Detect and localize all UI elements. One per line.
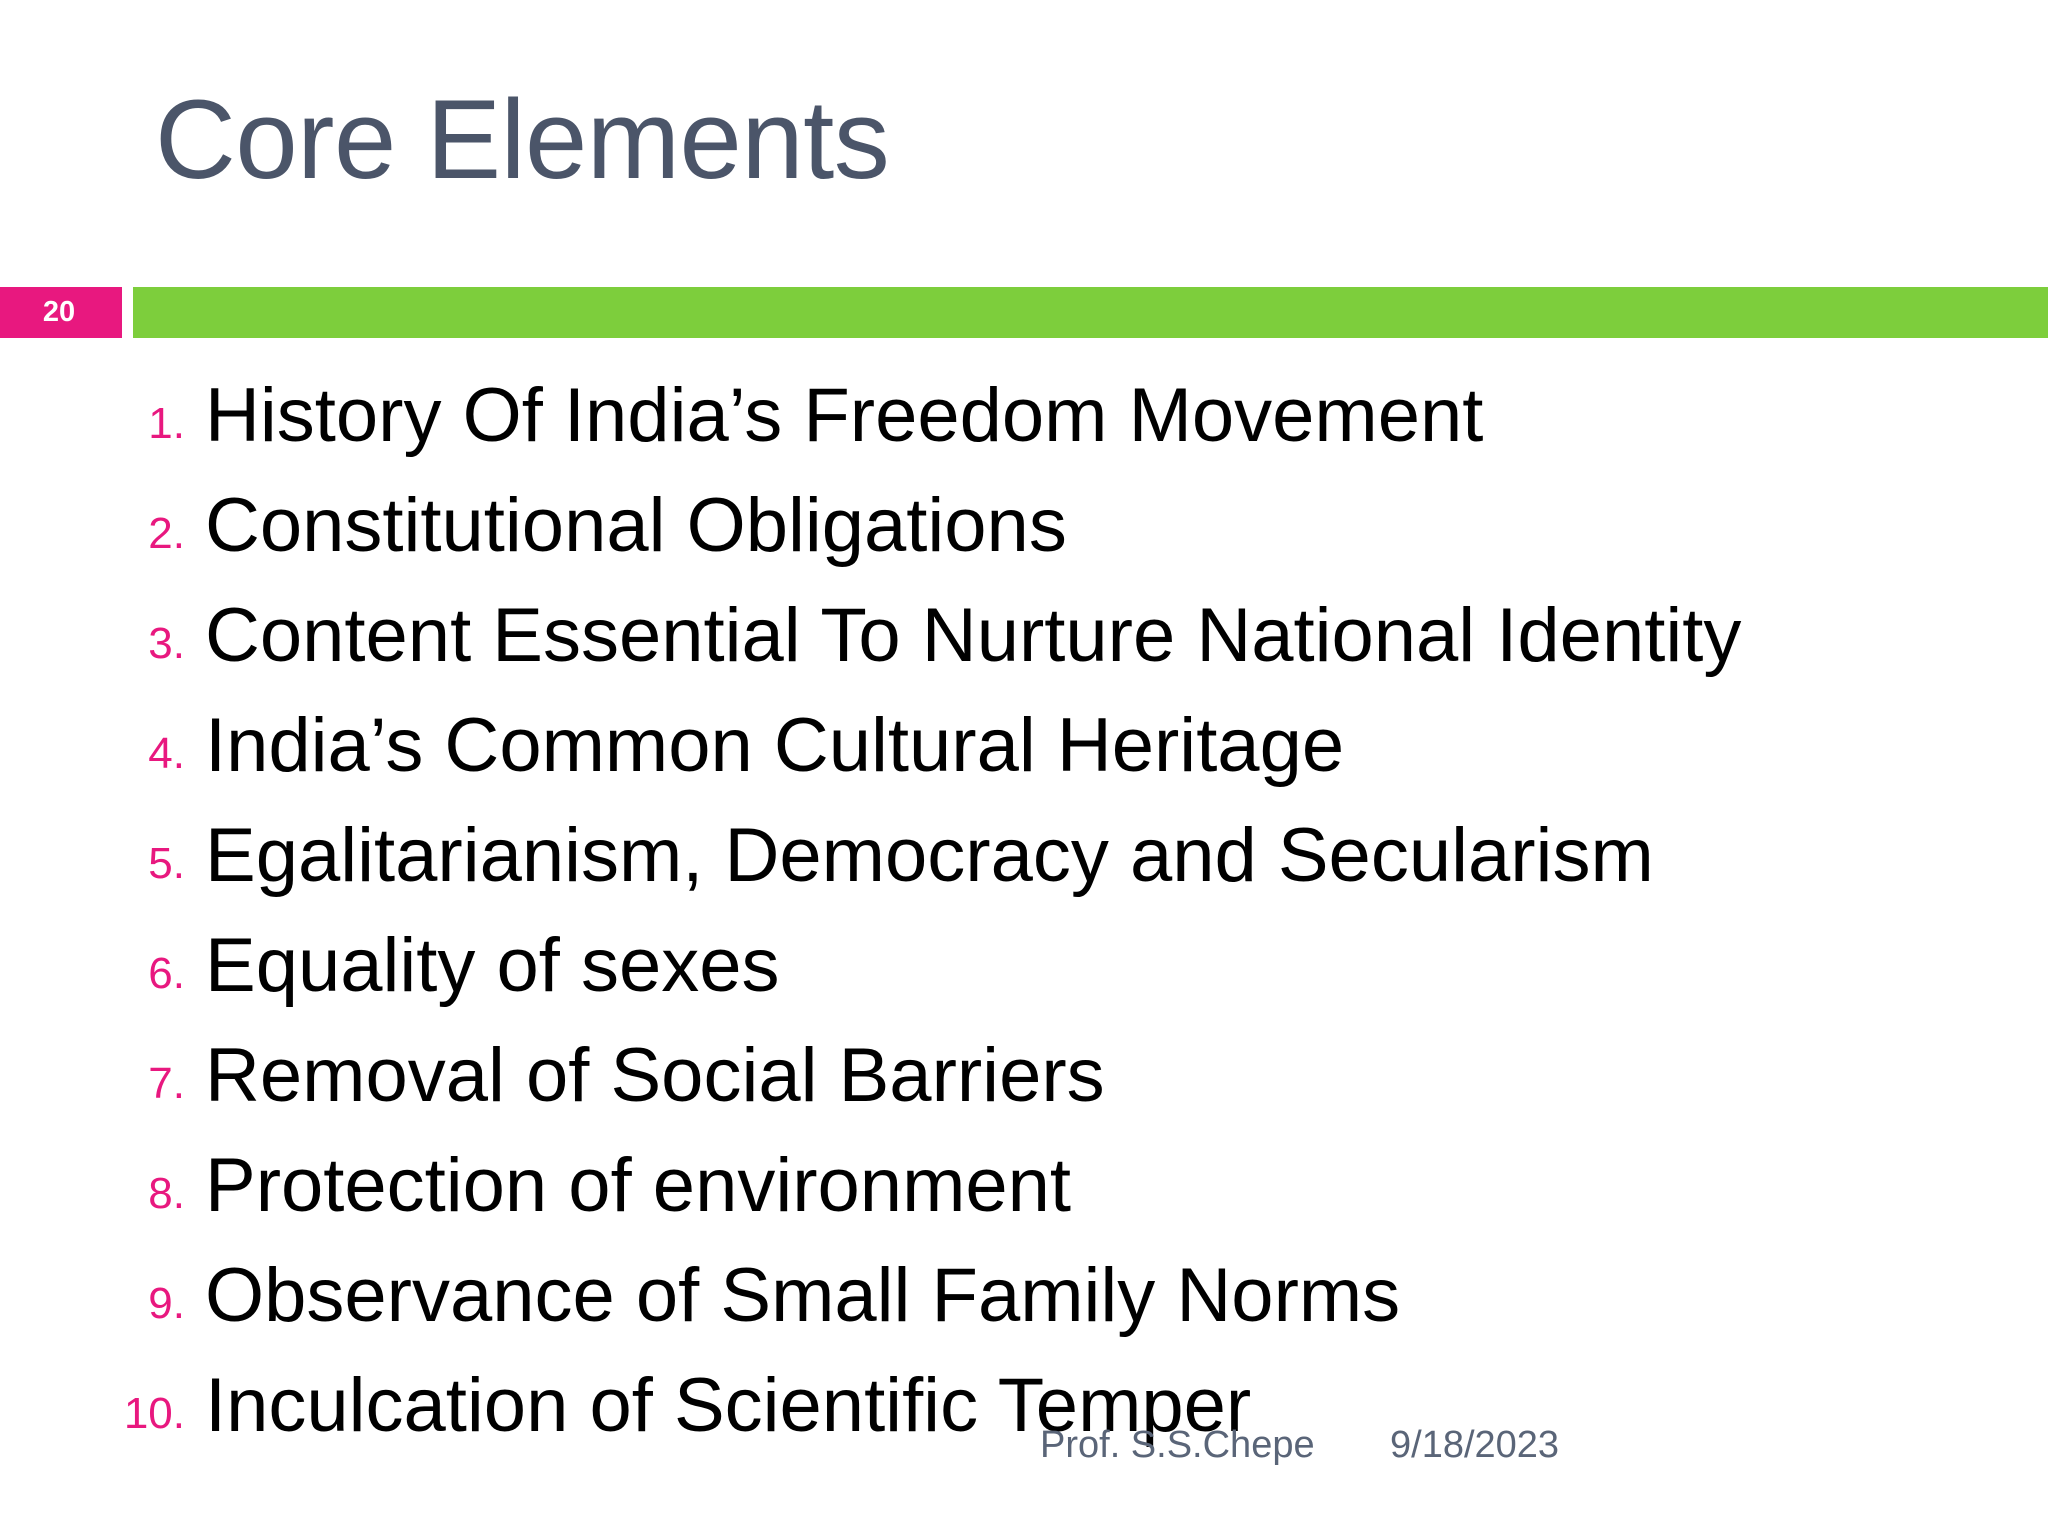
list-item-number: 3. [148, 619, 185, 668]
list-item-text: History Of India’s Freedom Movement [205, 373, 1484, 458]
list-item-number: 1. [148, 399, 185, 448]
list-item: 5. Egalitarianism, Democracy and Seculari… [0, 808, 2048, 918]
accent-bar [133, 287, 2048, 338]
title-divider: 20 [0, 287, 2048, 338]
list-item: 1. History Of India’s Freedom Movement [0, 368, 2048, 478]
list-item-text: Removal of Social Barriers [205, 1033, 1105, 1118]
list-item-text: Observance of Small Family Norms [205, 1253, 1401, 1338]
page-title: Core Elements [155, 77, 890, 202]
list-item: 8. Protection of environment [0, 1138, 2048, 1248]
footer-date: 9/18/2023 [1390, 1424, 1560, 1466]
list-item-text: Inculcation of Scientific Temper [205, 1363, 1252, 1448]
list-item-text: Constitutional Obligations [205, 483, 1067, 568]
list-item-text: India’s Common Cultural Heritage [205, 703, 1345, 788]
list-item-text: Egalitarianism, Democracy and Secularism [205, 813, 1654, 898]
list-item-number: 10. [123, 1389, 185, 1438]
list-item: 3. Content Essential To Nurture National … [0, 588, 2048, 698]
list-item-number: 4. [148, 729, 185, 778]
page-number-badge: 20 [0, 287, 122, 338]
footer-author: Prof. S.S.Chepe [1040, 1424, 1315, 1466]
list-item-number: 7. [148, 1059, 185, 1108]
list-item: 2. Constitutional Obligations [0, 478, 2048, 588]
list-item-number: 5. [148, 839, 185, 888]
list-item: 4. India’s Common Cultural Heritage [0, 698, 2048, 808]
numbered-list: 1. History Of India’s Freedom Movement 2. C… [0, 368, 2048, 1468]
list-item-number: 2. [148, 509, 185, 558]
list-item: 7. Removal of Social Barriers [0, 1028, 2048, 1138]
list-item: 6. Equality of sexes [0, 918, 2048, 1028]
list-item-number: 6. [148, 949, 185, 998]
list-item: 9. Observance of Small Family Norms [0, 1248, 2048, 1358]
list-item-text: Equality of sexes [205, 923, 780, 1008]
list-item-number: 9. [148, 1279, 185, 1328]
list-item-number: 8. [148, 1169, 185, 1218]
list-item-text: Protection of environment [205, 1143, 1072, 1228]
list-item: 10. Inculcation of Scientific Temper [0, 1358, 2048, 1468]
list-item-text: Content Essential To Nurture National Id… [205, 593, 1742, 678]
